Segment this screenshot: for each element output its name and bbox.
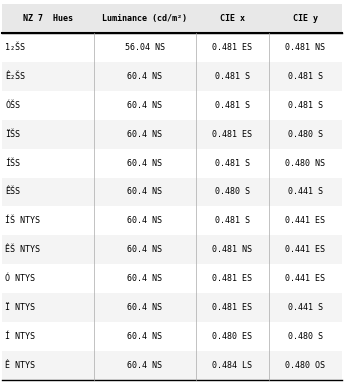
Text: 0.481 ES: 0.481 ES [212, 274, 252, 283]
Text: ÊŠS: ÊŠS [5, 188, 20, 196]
Text: 60.4 NS: 60.4 NS [127, 188, 162, 196]
Bar [2, 178, 342, 206]
Text: 0.481 ES: 0.481 ES [212, 129, 252, 139]
Bar [2, 4, 342, 33]
Text: 0.441 ES: 0.441 ES [286, 274, 325, 283]
Text: 0.441 ES: 0.441 ES [286, 217, 325, 225]
Text: 0.484 LS: 0.484 LS [212, 361, 252, 370]
Text: 0.481 S: 0.481 S [215, 159, 250, 168]
Text: Í NTYS: Í NTYS [5, 332, 35, 341]
Text: 0.480 S: 0.480 S [288, 129, 323, 139]
Text: CIE x: CIE x [220, 14, 245, 23]
Text: 60.4 NS: 60.4 NS [127, 332, 162, 341]
Text: 60.4 NS: 60.4 NS [127, 361, 162, 370]
Bar [2, 264, 342, 293]
Bar [2, 235, 342, 264]
Text: ÍŠ NTYS: ÍŠ NTYS [5, 217, 40, 225]
Text: 60.4 NS: 60.4 NS [127, 72, 162, 81]
Bar [2, 91, 342, 120]
Text: 1₂ŠS: 1₂ŠS [5, 43, 25, 52]
Text: 0.441 ES: 0.441 ES [286, 245, 325, 254]
Bar [2, 120, 342, 149]
Bar [2, 351, 342, 380]
Text: 0.480 ES: 0.480 ES [212, 332, 252, 341]
Text: 60.4 NS: 60.4 NS [127, 129, 162, 139]
Text: 0.481 S: 0.481 S [215, 101, 250, 110]
Text: 60.4 NS: 60.4 NS [127, 274, 162, 283]
Text: 60.4 NS: 60.4 NS [127, 217, 162, 225]
Text: 0.480 S: 0.480 S [215, 188, 250, 196]
Text: 60.4 NS: 60.4 NS [127, 303, 162, 312]
Text: 0.481 S: 0.481 S [288, 101, 323, 110]
Text: 0.480 S: 0.480 S [288, 332, 323, 341]
Text: ÓŠS: ÓŠS [5, 101, 20, 110]
Text: 0.481 S: 0.481 S [288, 72, 323, 81]
Text: 60.4 NS: 60.4 NS [127, 159, 162, 168]
Text: 0.481 S: 0.481 S [215, 217, 250, 225]
Text: Ê NTYS: Ê NTYS [5, 361, 35, 370]
Text: ÊŠ NTYS: ÊŠ NTYS [5, 245, 40, 254]
Bar [2, 149, 342, 178]
Text: ÏŠS: ÏŠS [5, 129, 20, 139]
Text: 0.480 OS: 0.480 OS [286, 361, 325, 370]
Text: Ó NTYS: Ó NTYS [5, 274, 35, 283]
Text: 0.481 NS: 0.481 NS [286, 43, 325, 52]
Text: CIE y: CIE y [293, 14, 318, 23]
Bar [2, 33, 342, 62]
Bar [2, 322, 342, 351]
Bar [2, 62, 342, 91]
Text: NZ 7  Hues: NZ 7 Hues [23, 14, 73, 23]
Text: 0.481 S: 0.481 S [215, 72, 250, 81]
Text: 0.481 NS: 0.481 NS [212, 245, 252, 254]
Text: ÍŠS: ÍŠS [5, 159, 20, 168]
Text: 0.481 ES: 0.481 ES [212, 303, 252, 312]
Text: 60.4 NS: 60.4 NS [127, 245, 162, 254]
Text: Luminance (cd/m²): Luminance (cd/m²) [102, 14, 187, 23]
Text: 0.441 S: 0.441 S [288, 303, 323, 312]
Text: 0.480 NS: 0.480 NS [286, 159, 325, 168]
Text: Ï NTYS: Ï NTYS [5, 303, 35, 312]
Bar [2, 206, 342, 235]
Text: Ê₂ŠS: Ê₂ŠS [5, 72, 25, 81]
Text: 60.4 NS: 60.4 NS [127, 101, 162, 110]
Text: 56.04 NS: 56.04 NS [125, 43, 165, 52]
Text: 0.441 S: 0.441 S [288, 188, 323, 196]
Text: 0.481 ES: 0.481 ES [212, 43, 252, 52]
Bar [2, 293, 342, 322]
